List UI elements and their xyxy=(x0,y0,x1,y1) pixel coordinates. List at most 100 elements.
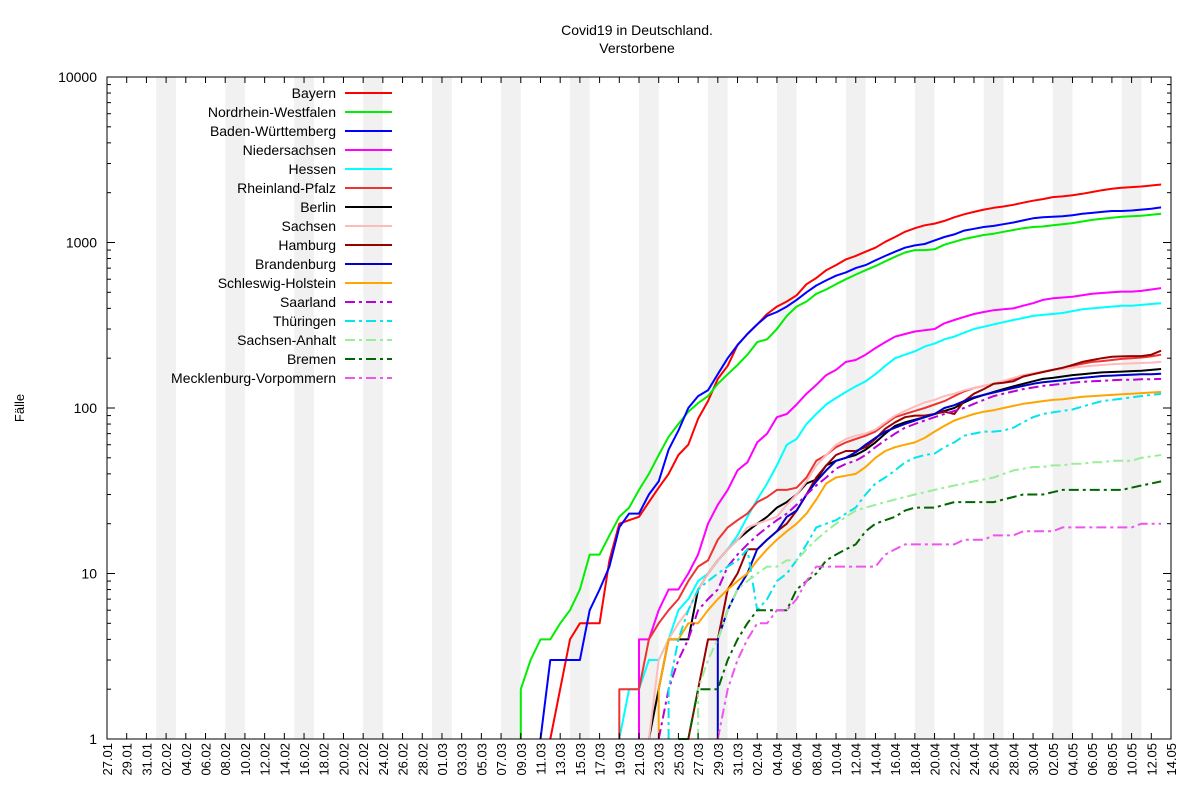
legend-label: Bayern xyxy=(292,85,336,101)
x-tick-label: 13.03 xyxy=(553,743,568,776)
series-line xyxy=(657,391,1162,739)
x-tick-label: 11.03 xyxy=(533,743,548,775)
x-tick-label: 04.05 xyxy=(1065,743,1080,776)
y-tick-label: 1000 xyxy=(66,235,97,251)
weekend-band xyxy=(156,77,176,739)
weekend-band xyxy=(707,77,728,739)
x-tick-label: 24.02 xyxy=(376,743,391,776)
weekend-band xyxy=(983,77,1004,739)
y-tick-label: 100 xyxy=(74,400,98,416)
x-tick-label: 30.04 xyxy=(1026,743,1041,776)
x-axis-ticks: 27.01 29.01 31.01 02.02 04.02 06.02 08.02 10.02… xyxy=(100,77,1179,776)
x-tick-label: 04.02 xyxy=(179,743,194,776)
series-line xyxy=(647,360,1162,740)
legend-label: Saarland xyxy=(280,294,336,310)
weekend-band xyxy=(570,77,590,739)
legend-label: Schleswig-Holstein xyxy=(218,275,336,291)
series-layer xyxy=(519,183,1162,740)
x-tick-label: 18.02 xyxy=(317,743,332,776)
legend-label: Baden-Württemberg xyxy=(210,123,336,139)
series-line xyxy=(539,206,1162,740)
x-tick-label: 04.04 xyxy=(770,743,785,776)
y-tick-label: 1 xyxy=(89,731,97,747)
x-tick-label: 20.04 xyxy=(928,743,943,776)
weekend-band xyxy=(501,77,521,739)
x-tick-label: 29.03 xyxy=(711,743,726,776)
chart-title: Covid19 in Deutschland. xyxy=(561,22,713,38)
y-tick-label: 10 xyxy=(81,566,97,582)
x-tick-label: 10.04 xyxy=(829,743,844,776)
weekend-band xyxy=(845,77,866,739)
x-tick-label: 18.04 xyxy=(908,743,923,776)
x-tick-label: 26.04 xyxy=(987,743,1002,776)
x-tick-label: 28.02 xyxy=(415,743,430,776)
series-line xyxy=(657,377,1162,740)
x-tick-label: 27.01 xyxy=(100,743,115,776)
x-tick-label: 01.03 xyxy=(435,743,450,776)
legend-label: Nordrhein-Westfalen xyxy=(208,104,336,120)
legend-label: Mecklenburg-Vorpommern xyxy=(171,370,336,386)
x-tick-label: 02.05 xyxy=(1046,743,1061,776)
series-line xyxy=(716,522,1162,740)
x-tick-label: 15.03 xyxy=(573,743,588,776)
series-line xyxy=(716,372,1162,739)
x-tick-label: 02.04 xyxy=(750,743,765,776)
weekend-band xyxy=(225,77,245,739)
x-tick-label: 22.02 xyxy=(356,743,371,776)
legend: Bayern Nordrhein-Westfalen Baden-Württembe… xyxy=(171,85,392,386)
x-tick-label: 08.05 xyxy=(1105,743,1120,776)
x-tick-label: 10.05 xyxy=(1125,743,1140,776)
x-tick-label: 21.03 xyxy=(632,743,647,776)
x-tick-label: 22.04 xyxy=(947,743,962,776)
series-line xyxy=(549,183,1162,740)
legend-label: Bremen xyxy=(287,351,336,367)
x-tick-label: 07.03 xyxy=(494,743,509,776)
x-tick-label: 27.03 xyxy=(691,743,706,776)
x-tick-label: 05.03 xyxy=(474,743,489,776)
x-tick-label: 19.03 xyxy=(612,743,627,776)
series-line xyxy=(697,454,1162,739)
series-line xyxy=(519,212,1162,739)
x-tick-label: 12.05 xyxy=(1144,743,1159,776)
weekend-band xyxy=(1052,77,1073,739)
y-axis-label: Fälle xyxy=(12,394,27,422)
x-tick-label: 16.04 xyxy=(888,743,903,776)
x-tick-label: 20.02 xyxy=(336,743,351,776)
x-tick-label: 09.03 xyxy=(514,743,529,776)
weekend-band xyxy=(363,77,383,739)
x-tick-label: 23.03 xyxy=(652,743,667,776)
y-axis-ticks: 1 10 100 1000 10000 xyxy=(58,69,1171,747)
legend-label: Sachsen-Anhalt xyxy=(237,332,336,348)
x-tick-label: 08.04 xyxy=(809,743,824,776)
legend-label: Hessen xyxy=(289,161,336,177)
weekend-bands xyxy=(156,77,1142,739)
x-tick-label: 26.02 xyxy=(396,743,411,776)
y-tick-label: 10000 xyxy=(58,69,97,85)
x-tick-label: 29.01 xyxy=(120,743,135,776)
x-tick-label: 25.03 xyxy=(671,743,686,776)
x-tick-label: 10.02 xyxy=(238,743,253,776)
x-tick-label: 28.04 xyxy=(1006,743,1021,776)
x-tick-label: 06.02 xyxy=(199,743,214,776)
x-tick-label: 16.02 xyxy=(297,743,312,776)
legend-label: Berlin xyxy=(300,199,336,215)
x-tick-label: 31.03 xyxy=(731,743,746,776)
x-tick-label: 17.03 xyxy=(593,743,608,776)
legend-label: Brandenburg xyxy=(255,256,336,272)
x-tick-label: 02.02 xyxy=(159,743,174,776)
x-tick-label: 14.04 xyxy=(868,743,883,776)
chart-subtitle: Verstorbene xyxy=(599,40,675,56)
x-tick-label: 06.04 xyxy=(790,743,805,776)
x-tick-label: 24.04 xyxy=(967,743,982,776)
legend-label: Rheinland-Pfalz xyxy=(237,180,336,196)
legend-label: Niedersachsen xyxy=(243,142,336,158)
x-tick-label: 14.05 xyxy=(1164,743,1179,776)
x-tick-label: 31.01 xyxy=(139,743,154,776)
weekend-band xyxy=(776,77,797,739)
series-line xyxy=(667,392,1162,739)
x-tick-label: 03.03 xyxy=(455,743,470,776)
series-line xyxy=(678,480,1162,740)
weekend-band xyxy=(639,77,659,739)
weekend-band xyxy=(1121,77,1142,739)
